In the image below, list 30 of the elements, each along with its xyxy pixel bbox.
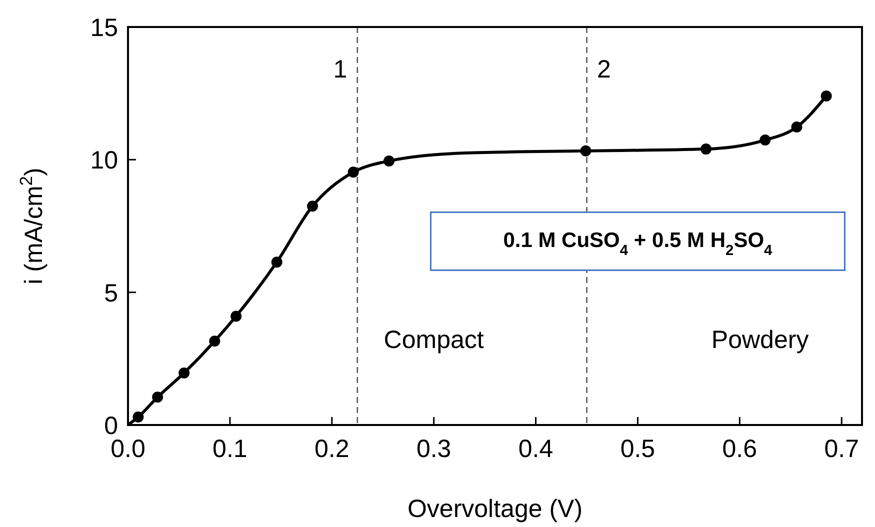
x-tick-label: 0.4 (518, 435, 554, 463)
annotation: 2 (596, 55, 611, 84)
point (348, 166, 359, 178)
x-axis-title: Overvoltage (V) (407, 495, 583, 523)
x-tick-label: 0.3 (416, 435, 452, 463)
x-tick-label: 0.5 (620, 435, 656, 463)
x-tick-label: 0.2 (314, 435, 350, 463)
y-tick-label: 5 (104, 279, 118, 308)
point (760, 134, 771, 146)
point (820, 90, 832, 102)
point (700, 144, 712, 155)
annotation: Compact (384, 326, 484, 354)
point (152, 392, 164, 403)
point (307, 200, 318, 212)
point (791, 122, 802, 133)
annotation: 0.1 M CuSO$_{4}$ + 0.5 M H$_{2}$SO$_{4}$ (503, 229, 774, 260)
y-tick-label: 10 (90, 146, 118, 175)
x-tick-label: 0.1 (212, 435, 248, 463)
point (178, 367, 190, 378)
annotation: Powdery (711, 326, 810, 354)
point (132, 412, 144, 423)
point (383, 155, 394, 166)
x-tick-label: 0.6 (722, 435, 758, 463)
point (230, 310, 242, 322)
point (271, 256, 282, 268)
annotation: 1 (333, 55, 348, 84)
point (209, 336, 220, 347)
y-tick-label: 15 (90, 14, 118, 42)
point (580, 145, 592, 156)
x-tick-label: 0.7 (824, 435, 859, 463)
